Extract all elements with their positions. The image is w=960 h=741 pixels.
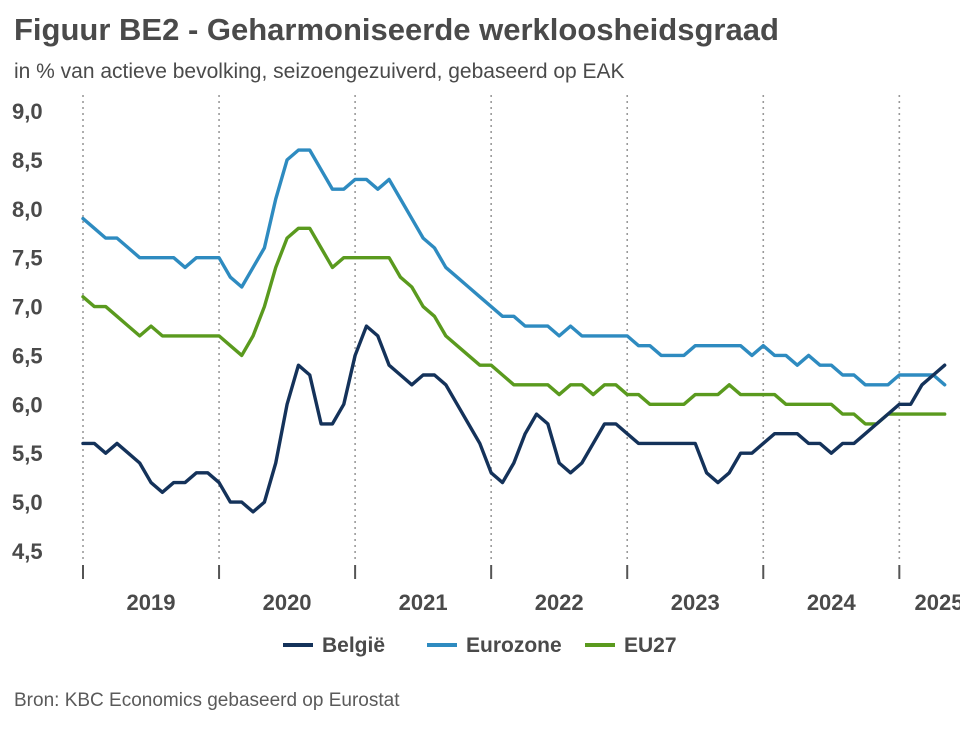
legend-label: Eurozone <box>466 634 562 657</box>
y-axis-ticks: 9,0 8,5 8,0 7,5 7,0 6,5 6,0 5,5 5,0 4,5 <box>12 99 43 564</box>
x-axis: 2019 2020 2021 2022 2023 2024 2025 <box>82 565 960 615</box>
legend-label: EU27 <box>624 634 677 657</box>
y-tick-label: 7,0 <box>12 295 43 320</box>
x-tick-label: 2020 <box>263 590 312 615</box>
y-tick-label: 5,0 <box>12 490 43 515</box>
x-tick-label: 2024 <box>807 590 857 615</box>
x-tick-label: 2023 <box>671 590 720 615</box>
y-tick-label: 8,0 <box>12 197 43 222</box>
x-tick-label: 2025 <box>915 590 960 615</box>
y-tick-label: 6,5 <box>12 343 43 368</box>
chart-subtitle: in % van actieve bevolking, seizoengezui… <box>14 60 625 83</box>
series-line-eurozone <box>81 148 947 387</box>
y-tick-label: 9,0 <box>12 99 43 124</box>
y-tick-label: 4,5 <box>12 539 43 564</box>
series-lines <box>81 148 947 514</box>
y-tick-label: 6,0 <box>12 392 43 417</box>
series-line-belgi- <box>81 324 947 514</box>
x-tick-label: 2019 <box>127 590 176 615</box>
x-tick-label: 2022 <box>535 590 584 615</box>
legend: België Eurozone EU27 <box>283 634 677 657</box>
series-line-eu27 <box>81 226 947 426</box>
vertical-gridlines <box>82 95 901 563</box>
source-note: Bron: KBC Economics gebaseerd op Eurosta… <box>14 690 400 711</box>
legend-label: België <box>322 634 385 657</box>
y-tick-label: 7,5 <box>12 246 43 271</box>
chart-title: Figuur BE2 - Geharmoniseerde werklooshei… <box>14 12 779 47</box>
y-tick-label: 8,5 <box>12 148 43 173</box>
y-tick-label: 5,5 <box>12 441 43 466</box>
x-tick-label: 2021 <box>399 590 448 615</box>
